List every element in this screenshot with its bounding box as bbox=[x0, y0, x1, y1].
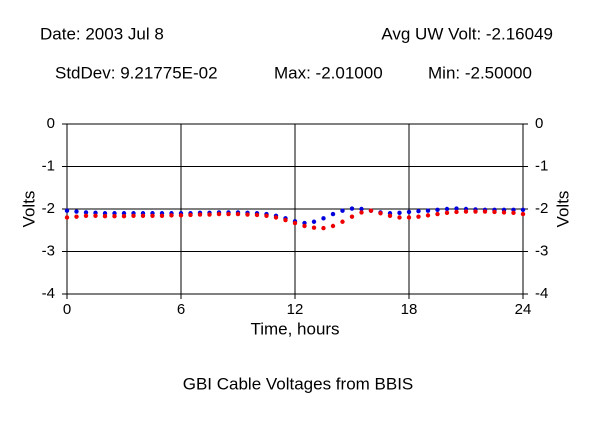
data-point bbox=[425, 213, 431, 218]
data-point bbox=[74, 214, 79, 219]
data-point bbox=[254, 212, 260, 218]
data-point bbox=[378, 211, 383, 216]
data-point bbox=[112, 214, 117, 219]
data-point bbox=[302, 223, 307, 229]
data-point bbox=[435, 207, 440, 213]
data-point bbox=[416, 208, 421, 214]
header-min: Min: -2.50000 bbox=[428, 63, 532, 82]
data-point bbox=[264, 213, 269, 218]
y2-tick-label: -4 bbox=[535, 285, 548, 302]
data-point bbox=[83, 210, 89, 215]
data-point bbox=[359, 210, 364, 215]
y-axis-label: Volts bbox=[19, 191, 38, 228]
data-point bbox=[131, 213, 136, 218]
data-point bbox=[74, 209, 79, 214]
data-point bbox=[330, 223, 336, 229]
data-point bbox=[368, 208, 374, 213]
data-point bbox=[216, 211, 222, 217]
data-point bbox=[444, 210, 450, 216]
data-point bbox=[197, 212, 203, 217]
data-point bbox=[330, 211, 336, 217]
data-point bbox=[349, 206, 355, 211]
data-point bbox=[501, 210, 507, 215]
y2-tick-label: -3 bbox=[535, 242, 548, 259]
data-point bbox=[207, 212, 212, 217]
x-tick-label: 12 bbox=[287, 301, 304, 318]
data-point bbox=[492, 209, 497, 215]
data-point bbox=[169, 213, 174, 218]
y-tick-label: -2 bbox=[42, 200, 55, 217]
y-tick-label: -1 bbox=[42, 157, 55, 174]
data-point bbox=[482, 209, 488, 214]
data-point bbox=[435, 211, 440, 217]
y-tick-label: 0 bbox=[47, 115, 55, 132]
header-stddev: StdDev: 9.21775E-02 bbox=[55, 63, 218, 82]
data-point bbox=[454, 209, 459, 215]
data-point bbox=[245, 212, 250, 217]
y-tick-label: -4 bbox=[42, 285, 55, 302]
data-point bbox=[178, 213, 184, 218]
x-axis-label: Time, hours bbox=[250, 319, 339, 338]
data-point bbox=[406, 209, 412, 215]
header-max: Max: -2.01000 bbox=[274, 63, 383, 82]
data-point bbox=[102, 214, 108, 219]
data-point bbox=[188, 212, 193, 218]
data-point bbox=[416, 214, 421, 219]
data-point bbox=[311, 219, 317, 224]
data-point bbox=[321, 216, 326, 221]
data-point bbox=[121, 214, 127, 219]
data-point bbox=[159, 213, 165, 218]
x-tick-label: 0 bbox=[63, 301, 71, 318]
header-date: Date: 2003 Jul 8 bbox=[40, 24, 164, 43]
data-point bbox=[273, 215, 279, 220]
data-point bbox=[397, 215, 402, 220]
data-point bbox=[454, 206, 459, 211]
data-point bbox=[93, 213, 98, 218]
data-point bbox=[387, 213, 393, 218]
data-point bbox=[340, 208, 345, 213]
y2-tick-label: 0 bbox=[535, 115, 543, 132]
x-tick-label: 18 bbox=[401, 301, 418, 318]
data-point bbox=[321, 225, 326, 231]
header-avg: Avg UW Volt: -2.16049 bbox=[381, 24, 553, 43]
data-point bbox=[64, 208, 70, 213]
x-tick-label: 24 bbox=[515, 301, 532, 318]
data-point bbox=[463, 209, 469, 214]
data-point bbox=[140, 213, 146, 218]
y2-tick-label: -1 bbox=[535, 157, 548, 174]
data-point bbox=[292, 220, 298, 226]
y2-axis-label: Volts bbox=[553, 191, 572, 228]
data-point bbox=[520, 211, 526, 217]
data-point bbox=[64, 215, 70, 220]
data-point bbox=[397, 210, 402, 216]
chart-title: GBI Cable Voltages from BBIS bbox=[183, 374, 414, 393]
data-point bbox=[406, 215, 412, 220]
data-point bbox=[235, 211, 241, 217]
y-tick-label: -3 bbox=[42, 242, 55, 259]
data-point bbox=[473, 209, 478, 214]
data-point bbox=[444, 206, 450, 212]
data-point bbox=[359, 206, 364, 212]
data-point bbox=[226, 211, 231, 217]
data-point bbox=[520, 207, 526, 213]
data-point bbox=[349, 214, 355, 219]
data-point bbox=[511, 210, 516, 216]
data-point bbox=[150, 213, 155, 218]
data-point bbox=[425, 208, 431, 213]
data-point bbox=[83, 213, 89, 218]
data-point bbox=[340, 219, 345, 224]
data-point bbox=[311, 225, 317, 230]
x-tick-label: 6 bbox=[177, 301, 185, 318]
y2-tick-label: -2 bbox=[535, 200, 548, 217]
data-point bbox=[283, 217, 288, 223]
